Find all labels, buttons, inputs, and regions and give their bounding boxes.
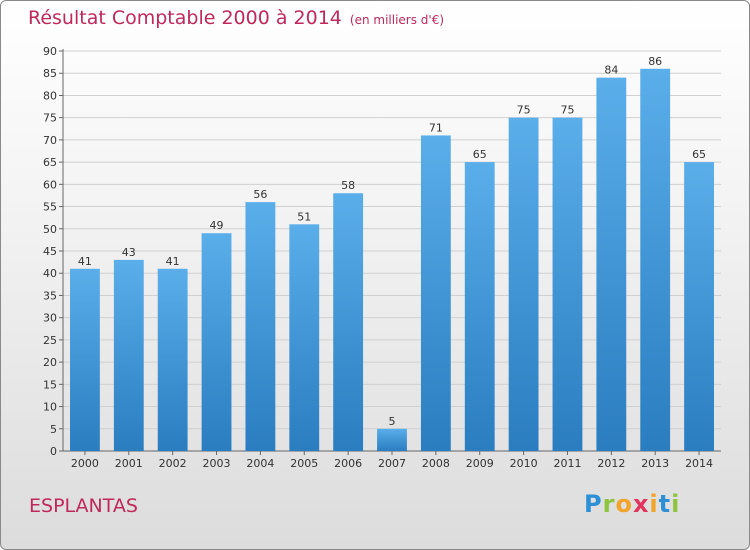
x-tick-label: 2012 [597, 457, 625, 470]
bar-value-label: 86 [648, 55, 662, 68]
bar-value-label: 51 [297, 210, 311, 223]
x-tick-label: 2001 [115, 457, 143, 470]
bar-2013 [640, 68, 671, 452]
bar-2009 [464, 162, 495, 451]
bar-2003 [201, 233, 232, 451]
bar-2011 [552, 117, 583, 452]
x-tick-label: 2005 [290, 457, 318, 470]
bar-2014 [684, 162, 714, 451]
chart-title-text: Résultat Comptable 2000 à 2014 [28, 7, 342, 29]
y-tick-label: 80 [43, 89, 57, 102]
chart-title: Résultat Comptable 2000 à 2014 (en millie… [28, 7, 444, 29]
bar-value-label: 41 [166, 255, 180, 268]
bar-2004 [245, 202, 276, 451]
y-tick-label: 50 [43, 223, 57, 236]
bar-2007 [377, 428, 407, 451]
bar-value-label: 75 [517, 104, 531, 117]
proxiti-logo: Proxiti [584, 490, 681, 518]
y-tick-label: 0 [50, 445, 57, 458]
x-tick-label: 2011 [553, 457, 581, 470]
commune-name: ESPLANTAS [29, 495, 138, 517]
y-tick-label: 30 [43, 312, 57, 325]
x-tick-label: 2013 [641, 457, 669, 470]
y-tick-label: 15 [43, 378, 57, 391]
bar-value-label: 58 [341, 179, 355, 192]
bar-value-label: 5 [389, 415, 396, 428]
y-tick-label: 85 [43, 67, 57, 80]
bar-value-label: 75 [560, 104, 574, 117]
bar-2012 [596, 77, 627, 452]
x-tick-label: 2009 [466, 457, 494, 470]
bar-2008 [420, 135, 451, 451]
y-tick-label: 45 [43, 245, 57, 258]
bar-2002 [157, 268, 188, 451]
y-tick-label: 10 [43, 401, 57, 414]
bar-2000 [70, 268, 100, 451]
x-tick-label: 2000 [71, 457, 99, 470]
y-tick-label: 25 [43, 334, 57, 347]
y-tick-label: 65 [43, 156, 57, 169]
x-tick-label: 2007 [378, 457, 406, 470]
y-tick-label: 90 [43, 45, 57, 58]
bar-2005 [289, 224, 320, 451]
chart-subtitle: (en milliers d'€) [349, 13, 445, 27]
y-tick-label: 5 [50, 423, 57, 436]
y-tick-label: 20 [43, 356, 57, 369]
x-axis: 2000 2001 2002 2003 2004 2005 2006 2007 2008 2009… [71, 451, 713, 470]
x-tick-label: 2014 [685, 457, 713, 470]
y-tick-label: 60 [43, 178, 57, 191]
y-tick-label: 55 [43, 201, 57, 214]
bar-value-label: 49 [210, 219, 224, 232]
bar-value-label: 71 [429, 121, 443, 134]
y-tick-label: 40 [43, 267, 57, 280]
bar-value-label: 56 [253, 188, 267, 201]
bar-2010 [508, 117, 539, 452]
x-tick-label: 2003 [203, 457, 231, 470]
x-tick-label: 2006 [334, 457, 362, 470]
bar-value-label: 84 [604, 64, 618, 77]
y-tick-label: 75 [43, 112, 57, 125]
y-tick-label: 35 [43, 289, 57, 302]
x-tick-label: 2004 [246, 457, 274, 470]
bar-value-label: 43 [122, 246, 136, 259]
bar-value-label: 65 [473, 148, 487, 161]
y-tick-label: 70 [43, 134, 57, 147]
bars: 41 43 41 49 56 51 58 5 71 65 75 75 84 86 65 [70, 55, 714, 452]
x-tick-label: 2008 [422, 457, 450, 470]
bar-2006 [333, 193, 364, 451]
bar-2001 [113, 259, 144, 451]
bar-value-label: 41 [78, 255, 92, 268]
bar-value-label: 65 [692, 148, 706, 161]
x-tick-label: 2010 [510, 457, 538, 470]
x-tick-label: 2002 [159, 457, 187, 470]
